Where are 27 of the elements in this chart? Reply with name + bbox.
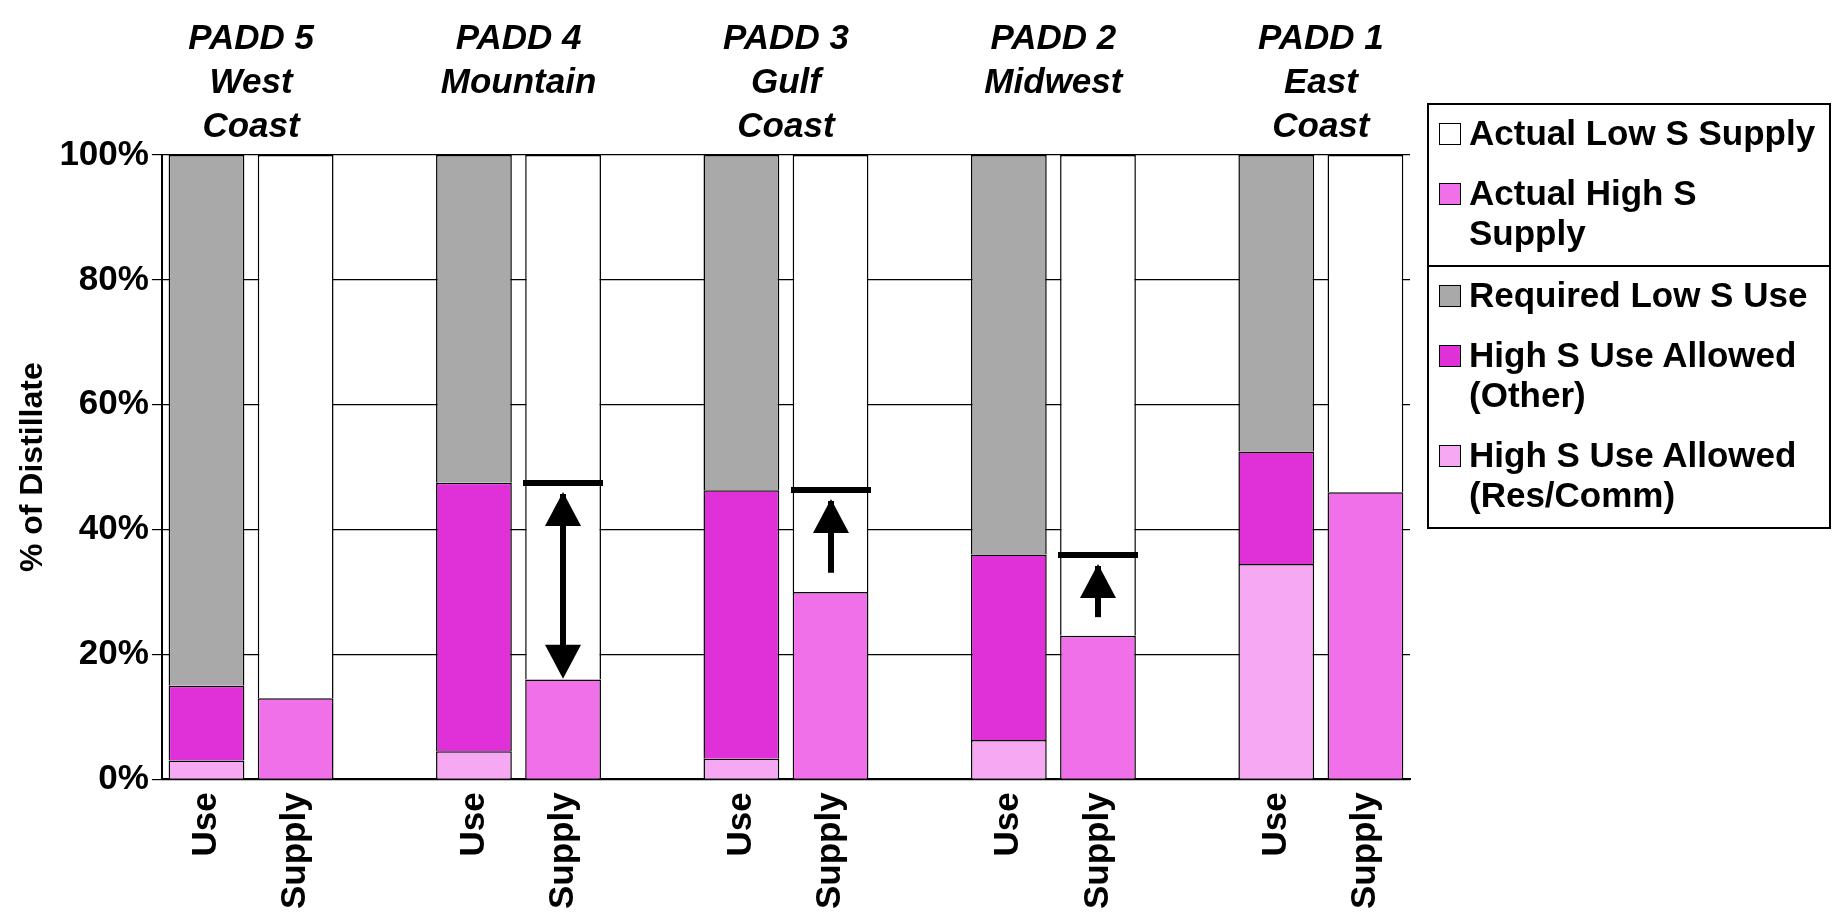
x-tick-label: Supply bbox=[808, 791, 848, 910]
y-tick-label: 100% bbox=[59, 132, 149, 172]
y-tick-label: 0% bbox=[98, 756, 149, 796]
text: PADD 3 Gulf Coast bbox=[723, 17, 850, 145]
x-tick-label: Use bbox=[719, 792, 759, 857]
series-label: Actual Low S Supply bbox=[1469, 113, 1816, 153]
x-tick-label: Supply bbox=[273, 791, 313, 910]
y-tick-label: 80% bbox=[78, 257, 149, 297]
y-tick-label: 40% bbox=[78, 507, 149, 547]
x-tick-label: Use bbox=[1253, 792, 1293, 857]
legend-label: Required Low S Use bbox=[1469, 275, 1808, 315]
x-tick-label: Use bbox=[451, 792, 491, 857]
legend-label: Actual High S Supply bbox=[1469, 173, 1698, 253]
text: PADD 2 Midwest bbox=[984, 17, 1124, 101]
x-tick-label: Use bbox=[986, 792, 1026, 857]
x-tick-label: Supply bbox=[1075, 791, 1115, 910]
y-tick-label: 20% bbox=[78, 632, 149, 672]
text: PADD 1 East Coast bbox=[1257, 17, 1384, 145]
legend-label: High S Use Allowed (Res/Comm) bbox=[1469, 435, 1798, 515]
x-tick-label: Use bbox=[184, 792, 224, 857]
x-tick-label: Supply bbox=[540, 791, 580, 910]
y-tick-label: 60% bbox=[78, 382, 149, 422]
text: PADD 5 West Coast bbox=[188, 17, 315, 145]
y-axis-title: % of Distillate bbox=[13, 362, 50, 573]
legend-label: High S Use Allowed (Other) bbox=[1469, 335, 1798, 415]
x-tick-label: Supply bbox=[1343, 791, 1383, 910]
text: PADD 4 Mountain bbox=[440, 17, 597, 101]
